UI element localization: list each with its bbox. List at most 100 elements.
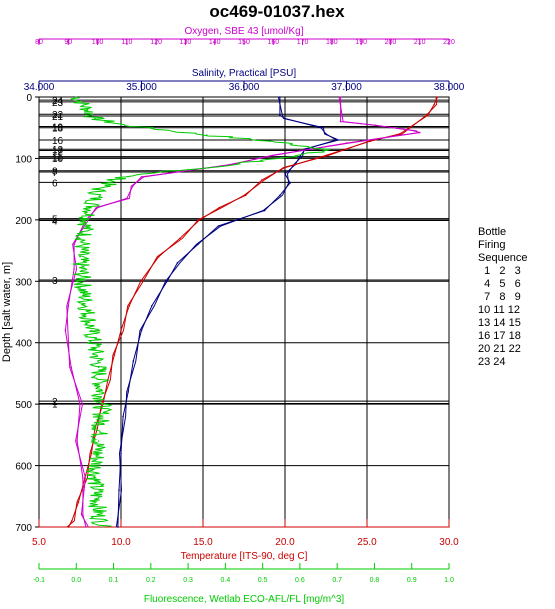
data-point-fluorescence [120, 123, 122, 126]
data-point-fluorescence [280, 157, 283, 160]
data-point-oxygen [76, 440, 78, 442]
data-point-salinity [279, 114, 281, 117]
data-point-temperature [120, 329, 122, 332]
data-point-fluorescence [94, 477, 96, 479]
axis-label-fluorescence: Fluorescence, Wetlab ECO-AFL/FL [mg/m^3] [144, 594, 345, 604]
bottle-number-label: 4 [52, 216, 58, 227]
legend-row: 1 2 3 [478, 265, 521, 277]
tick-label-oxygen: 220 [443, 39, 455, 46]
axis-label-temperature: Temperature [ITS-90, deg C] [181, 551, 308, 562]
data-point-salinity [217, 225, 220, 227]
data-point-fluorescence [187, 168, 189, 171]
depth-tick-label: 700 [15, 523, 32, 534]
data-point-salinity [320, 126, 322, 129]
data-point-temperature [436, 96, 439, 98]
data-point-salinity [279, 194, 281, 197]
series-line-temperature-cast2 [66, 96, 438, 528]
tick-label-oxygen: 150 [238, 39, 250, 46]
data-point-oxygen [418, 131, 421, 134]
data-point-fluorescence [97, 513, 100, 516]
data-point-oxygen [67, 305, 70, 307]
data-point-fluorescence [328, 148, 331, 150]
data-point-salinity [120, 452, 122, 455]
data-point-oxygen [339, 120, 342, 123]
tick-label-fluorescence: 0.4 [220, 577, 230, 584]
data-point-salinity [117, 526, 119, 528]
tick-label-oxygen: 90 [64, 39, 72, 46]
chart-title: oc469-01037.hex [209, 2, 345, 21]
bottle-number-label: 16 [52, 136, 64, 147]
data-point-temperature [157, 255, 160, 258]
series-line-salinity-cast2 [115, 96, 341, 528]
data-point-fluorescence [86, 219, 89, 221]
legend-row: 7 8 9 [478, 291, 521, 303]
legend-row: 16 17 18 [478, 330, 521, 342]
data-point-salinity [335, 139, 338, 141]
data-point-fluorescence [75, 96, 78, 98]
depth-tick-label: 100 [15, 154, 32, 165]
tick-label-oxygen: 160 [267, 39, 279, 46]
data-point-salinity [122, 415, 124, 418]
depth-axis-label: Depth [salt water, m] [1, 262, 13, 362]
tick-label-oxygen: 110 [121, 39, 132, 46]
data-point-temperature [244, 194, 247, 197]
data-point-temperature [261, 179, 263, 181]
data-point-oxygen [375, 124, 377, 127]
data-point-temperature [325, 154, 327, 157]
data-point-temperature [90, 452, 93, 455]
tick-label-fluorescence: 0.5 [258, 577, 268, 584]
data-point-oxygen [96, 206, 99, 209]
data-point-temperature [399, 133, 401, 135]
tick-label-fluorescence: 0.2 [146, 577, 156, 584]
data-point-fluorescence [90, 329, 92, 332]
tick-label-salinity: 35.000 [126, 82, 157, 93]
data-point-temperature [67, 526, 70, 528]
data-point-oxygen [79, 403, 81, 405]
data-point-temperature [71, 520, 73, 522]
tick-label-fluorescence: 0.0 [71, 577, 81, 584]
axis-label-oxygen: Oxygen, SBE 43 [umol/Kg] [185, 26, 304, 37]
data-point-salinity [263, 209, 266, 212]
data-point-fluorescence [82, 292, 85, 295]
tick-label-oxygen: 170 [297, 39, 309, 46]
data-point-fluorescence [205, 134, 208, 136]
bottle-number-label: 3 [52, 276, 58, 287]
data-point-salinity [289, 182, 291, 184]
tick-label-fluorescence: 1.0 [444, 577, 454, 584]
data-point-oxygen [73, 268, 75, 270]
legend-row: 10 11 12 [478, 304, 521, 316]
tick-label-fluorescence: 0.8 [370, 577, 380, 584]
data-point-salinity [151, 305, 153, 307]
data-point-fluorescence [86, 108, 89, 111]
tick-label-fluorescence: 0.7 [332, 577, 342, 584]
legend-title-2: Firing [478, 239, 506, 251]
bottle-number-label: 6 [52, 178, 58, 189]
bottle-number-label: 2 [52, 397, 58, 408]
data-point-salinity [197, 243, 199, 246]
legend-title-1: Bottle [478, 226, 507, 238]
legend-row: 20 21 22 [478, 343, 521, 355]
data-point-oxygen [70, 366, 72, 369]
tick-label-salinity: 38.000 [434, 82, 465, 93]
data-point-fluorescence [97, 440, 100, 442]
tick-label-oxygen: 180 [326, 39, 338, 46]
bottle-number-label: 12 [52, 146, 64, 157]
data-point-salinity [176, 262, 179, 264]
tick-label-oxygen: 190 [355, 39, 367, 46]
bottle-number-label: 7 [52, 168, 58, 179]
data-point-fluorescence [97, 188, 100, 190]
data-point-temperature [369, 140, 372, 142]
data-point-oxygen [82, 477, 84, 479]
data-point-oxygen [64, 329, 67, 332]
data-point-oxygen [140, 176, 143, 178]
data-point-oxygen [413, 130, 415, 132]
tick-label-fluorescence: 0.9 [407, 577, 417, 584]
data-point-temperature [113, 354, 116, 356]
depth-tick-label: 0 [26, 93, 32, 104]
data-point-salinity [284, 117, 286, 120]
data-point-oxygen [178, 171, 181, 173]
data-point-oxygen [126, 197, 128, 200]
data-point-fluorescence [94, 117, 96, 120]
